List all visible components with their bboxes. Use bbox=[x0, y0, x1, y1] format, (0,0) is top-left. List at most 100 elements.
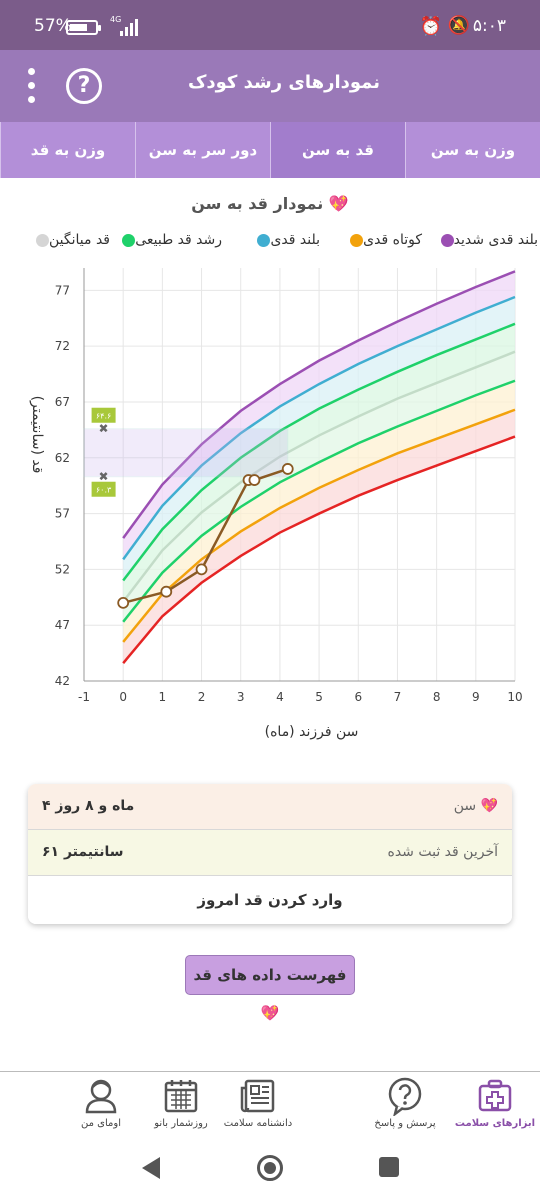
nav-label: ابزارهای سلامت bbox=[454, 1118, 536, 1129]
y-tick-label: 67 bbox=[55, 395, 70, 409]
marker-badge bbox=[91, 407, 116, 423]
tab-height-for-age[interactable]: قد به سن bbox=[270, 122, 405, 178]
x-axis-label: سن فرزند (ماه) bbox=[265, 724, 359, 740]
signal-icon bbox=[120, 18, 142, 36]
system-navigation-bar bbox=[0, 1137, 540, 1200]
percentile-band bbox=[123, 297, 515, 581]
chart-title: نمودار قد به سن 💖 bbox=[191, 194, 349, 213]
y-tick-label: 62 bbox=[55, 451, 70, 465]
last-height-value: ۶۱ سانتیمتر bbox=[42, 844, 124, 860]
y-axis-label: قد (سانتیمتر) bbox=[29, 396, 45, 474]
height-for-age-chart: ✖۶۴.۶✖۶۰.۳-1 0 1 2 3 4 5 6 7 8 9 104247525762677277… bbox=[29, 268, 523, 740]
legend-item-average[interactable]: قد میانگین bbox=[32, 232, 110, 248]
legend-dot bbox=[122, 233, 136, 247]
x-tick-label: 3 bbox=[237, 690, 245, 704]
home-icon[interactable] bbox=[257, 1155, 283, 1181]
tab-weight-for-age[interactable]: وزن به سن bbox=[405, 122, 540, 178]
legend-dot bbox=[350, 233, 364, 247]
clock: ۵:۰۳ bbox=[472, 16, 506, 36]
nav-label: روزشمار بانو bbox=[154, 1118, 208, 1129]
legend-dot bbox=[440, 233, 454, 247]
percentile-curve bbox=[122, 350, 516, 603]
legend-item-short[interactable]: کوتاه قدی bbox=[346, 232, 422, 248]
enter-today-height-button[interactable]: وارد کردن قد امروز bbox=[28, 876, 512, 924]
x-tick-label: 8 bbox=[433, 690, 441, 704]
y-tick-label: 57 bbox=[55, 507, 70, 521]
alarm-icon: ⏰ bbox=[419, 16, 442, 37]
nav-health-tools[interactable]: ابزارهای سلامت bbox=[450, 1076, 540, 1138]
overflow-menu-icon[interactable] bbox=[26, 68, 38, 104]
percentile-band bbox=[123, 380, 515, 642]
first-aid-kit-icon bbox=[478, 1079, 512, 1112]
last-height-label: آخرین قد ثبت شده bbox=[387, 844, 499, 860]
battery-percent: 57% bbox=[34, 16, 72, 36]
marker-label: ۶۴.۶ bbox=[96, 412, 111, 421]
x-tick-label: 5 bbox=[315, 690, 323, 704]
bottom-nav: ابزارهای سلامت پرسش و پاسخ دانشنامه سلام… bbox=[0, 1071, 540, 1137]
child-data-point bbox=[281, 463, 294, 475]
child-data-point bbox=[160, 585, 173, 598]
y-tick-label: 77 bbox=[55, 283, 70, 297]
x-tick-label: 2 bbox=[198, 690, 206, 704]
percentile-band bbox=[123, 271, 515, 560]
y-tick-label: 52 bbox=[55, 562, 70, 576]
marker-label: ۶۰.۳ bbox=[96, 486, 112, 495]
y-tick-label: 42 bbox=[55, 674, 70, 688]
age-value: ۴ ماه و ۸ روز bbox=[42, 798, 135, 814]
chart-tabs: وزن به سن قد به سن دور سر به سن وزن به ق… bbox=[0, 122, 540, 178]
marker-x-icon: ✖ bbox=[99, 470, 109, 484]
legend-item-severe-tall[interactable]: بلند قدی شدید bbox=[437, 232, 538, 248]
chart-legend: بلند قدی شدید کوتاه قدی بلند قدی رشد قد … bbox=[8, 232, 538, 256]
question-bubble-icon bbox=[388, 1077, 422, 1116]
help-icon[interactable]: ? bbox=[66, 68, 102, 104]
tab-weight-for-height[interactable]: وزن به قد bbox=[0, 122, 135, 178]
percentile-band bbox=[123, 351, 515, 622]
battery-icon bbox=[66, 20, 101, 35]
percentile-curve bbox=[122, 408, 516, 643]
x-tick-label: 6 bbox=[354, 690, 362, 704]
marker-x-icon: ✖ bbox=[99, 422, 109, 436]
legend-dot bbox=[257, 233, 271, 247]
percentile-curve bbox=[122, 270, 516, 539]
percentile-band bbox=[123, 323, 515, 602]
x-tick-label: 1 bbox=[159, 690, 167, 704]
nav-lady-calendar[interactable]: روزشمار بانو bbox=[136, 1076, 226, 1138]
x-tick-label: -1 bbox=[78, 690, 90, 704]
legend-dot bbox=[36, 233, 49, 247]
nav-label: اومای من bbox=[81, 1118, 121, 1129]
nav-questions-answers[interactable]: پرسش و پاسخ bbox=[360, 1076, 450, 1138]
app-header: ? نمودارهای رشد کودک bbox=[0, 50, 540, 122]
nav-label: پرسش و پاسخ bbox=[374, 1118, 436, 1129]
highlight-box bbox=[83, 428, 289, 478]
recents-icon[interactable] bbox=[379, 1157, 399, 1177]
y-tick-label: 72 bbox=[55, 339, 70, 353]
child-data-point bbox=[195, 563, 208, 576]
last-height-row: آخرین قد ثبت شده ۶۱ سانتیمتر bbox=[28, 830, 512, 876]
newspaper-icon bbox=[240, 1079, 275, 1113]
info-card: سن 💖 ۴ ماه و ۸ روز آخرین قد ثبت شده ۶۱ س… bbox=[28, 784, 512, 924]
back-icon[interactable] bbox=[142, 1157, 160, 1179]
percentile-band bbox=[123, 409, 515, 664]
nav-label: دانشنامه سلامت bbox=[223, 1118, 293, 1129]
percentile-curve bbox=[122, 295, 516, 561]
percentile-curve bbox=[122, 435, 516, 664]
network-type: 4G bbox=[110, 15, 122, 24]
status-bar: 57% 4G 🔕 ⏰ ۵:۰۳ bbox=[0, 0, 540, 50]
mute-icon: 🔕 bbox=[447, 15, 470, 36]
calendar-icon bbox=[164, 1080, 198, 1113]
age-row: سن 💖 ۴ ماه و ۸ روز bbox=[28, 784, 512, 830]
percentile-curve bbox=[122, 379, 516, 623]
nav-health-encyclopedia[interactable]: دانشنامه سلامت bbox=[213, 1076, 303, 1138]
legend-item-tall[interactable]: بلند قدی bbox=[253, 232, 320, 248]
age-label: سن 💖 bbox=[453, 798, 498, 814]
y-tick-label: 47 bbox=[55, 618, 70, 632]
x-tick-label: 10 bbox=[507, 690, 522, 704]
nav-my-ouma[interactable]: اومای من bbox=[56, 1076, 146, 1138]
child-data-point bbox=[248, 474, 261, 486]
user-avatar-icon bbox=[85, 1079, 117, 1114]
legend-item-normal[interactable]: رشد قد طبیعی bbox=[118, 232, 222, 248]
tab-head-circumference-for-age[interactable]: دور سر به سن bbox=[135, 122, 270, 178]
x-tick-label: 0 bbox=[119, 690, 127, 704]
height-data-list-button[interactable]: فهرست داده های قد 💖 bbox=[185, 955, 355, 1022]
child-data-point bbox=[117, 596, 130, 609]
